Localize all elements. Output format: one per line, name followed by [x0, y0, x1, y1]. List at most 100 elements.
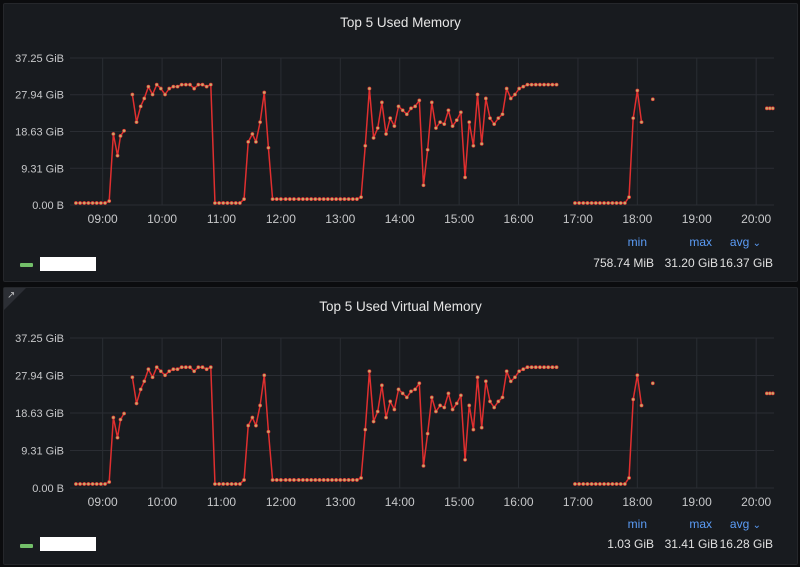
data-point — [529, 365, 534, 370]
used-memory-panel: Top 5 Used Memory 0.00 B 9.31 GiB 18.63 Gi… — [3, 3, 798, 282]
legend-series-name[interactable] — [40, 257, 96, 271]
used-virtual-memory-chart[interactable]: 0.00 B 9.31 GiB 18.63 GiB 27.94 GiB 37.25 Gi… — [4, 288, 797, 564]
data-point — [602, 482, 606, 486]
data-point — [246, 423, 251, 428]
data-point — [98, 482, 103, 486]
data-point — [602, 201, 606, 205]
y-tick-label: 37.25 GiB — [15, 53, 64, 65]
data-point — [650, 97, 655, 102]
legend-min-header[interactable]: min — [627, 235, 647, 249]
data-point — [138, 387, 143, 392]
legend-series-swatch[interactable] — [20, 544, 33, 548]
series-line — [574, 374, 643, 485]
data-point — [313, 478, 318, 482]
data-point — [296, 197, 301, 201]
data-point — [158, 369, 163, 374]
data-point — [103, 482, 107, 486]
panel-title[interactable]: Top 5 Used Virtual Memory — [319, 299, 482, 314]
data-point — [413, 104, 418, 109]
data-point — [538, 82, 542, 87]
data-point — [342, 197, 347, 201]
data-point — [614, 482, 619, 486]
legend-max-header[interactable]: max — [689, 235, 712, 249]
data-point — [321, 197, 326, 201]
data-point — [496, 116, 501, 121]
x-tick-label: 15:00 — [444, 495, 474, 509]
data-point — [577, 482, 582, 486]
panel-title[interactable]: Top 5 Used Memory — [340, 15, 461, 30]
data-point — [204, 367, 209, 372]
data-point — [300, 478, 305, 482]
data-point — [183, 82, 188, 87]
data-point — [450, 124, 455, 128]
x-tick-label: 18:00 — [622, 212, 652, 226]
data-point — [338, 478, 343, 482]
data-point — [409, 389, 413, 394]
data-point — [171, 84, 176, 89]
data-point — [258, 120, 263, 125]
external-link-icon[interactable]: ↗ — [7, 290, 16, 301]
data-point — [130, 92, 135, 97]
data-point — [338, 197, 343, 201]
data-point — [635, 373, 640, 378]
data-point — [300, 197, 305, 201]
legend-avg-header[interactable]: avg ⌄ — [681, 517, 761, 531]
data-point — [213, 482, 217, 486]
x-tick-label: 11:00 — [207, 495, 236, 509]
data-point — [292, 197, 296, 201]
data-point — [622, 201, 627, 205]
legend-series-name[interactable] — [40, 537, 96, 551]
data-point — [400, 108, 405, 113]
data-point — [554, 365, 559, 370]
data-point — [483, 379, 488, 384]
data-point — [330, 478, 334, 482]
data-point — [627, 195, 631, 200]
data-point — [589, 482, 594, 486]
data-point — [463, 457, 467, 462]
data-point — [434, 409, 438, 414]
data-point — [342, 478, 347, 482]
data-point — [471, 427, 476, 432]
data-point — [529, 82, 534, 87]
data-point — [305, 197, 309, 201]
data-point — [118, 417, 123, 422]
data-point — [585, 482, 590, 486]
data-point — [471, 143, 476, 148]
data-point — [635, 88, 640, 93]
data-point — [122, 411, 126, 416]
data-point — [384, 415, 388, 420]
series-line — [75, 130, 125, 204]
data-point — [287, 197, 292, 201]
data-point — [581, 482, 586, 486]
x-tick-label: 14:00 — [385, 495, 415, 509]
x-tick-label: 14:00 — [385, 212, 415, 226]
used-memory-chart[interactable]: 0.00 B 9.31 GiB 18.63 GiB 27.94 GiB 37.25 Gi… — [4, 4, 797, 281]
legend-series-swatch[interactable] — [20, 263, 33, 267]
legend-max-value: 31.41 GiB — [664, 537, 718, 551]
data-point — [242, 478, 246, 482]
data-point — [86, 201, 91, 205]
data-point — [459, 393, 463, 398]
data-point — [388, 399, 393, 404]
y-tick-label: 18.63 GiB — [15, 408, 64, 420]
legend-avg-header[interactable]: avg ⌄ — [681, 235, 761, 249]
data-point — [521, 367, 526, 372]
y-tick-label: 27.94 GiB — [15, 90, 64, 102]
data-point — [200, 365, 205, 370]
data-point — [639, 403, 644, 408]
data-point — [492, 405, 497, 410]
data-point — [94, 482, 99, 486]
legend-min-header[interactable]: min — [627, 517, 647, 531]
data-point — [115, 153, 120, 158]
data-point — [417, 381, 422, 386]
data-point — [107, 199, 112, 203]
data-point — [438, 120, 443, 125]
legend-max-value: 31.20 GiB — [664, 256, 718, 270]
data-point — [86, 482, 91, 486]
data-point — [179, 82, 184, 87]
panel-corner[interactable] — [4, 288, 26, 310]
x-tick-label: 11:00 — [207, 212, 236, 226]
legend-max-header[interactable]: max — [689, 517, 712, 531]
data-point — [350, 197, 355, 201]
data-point — [417, 98, 422, 103]
